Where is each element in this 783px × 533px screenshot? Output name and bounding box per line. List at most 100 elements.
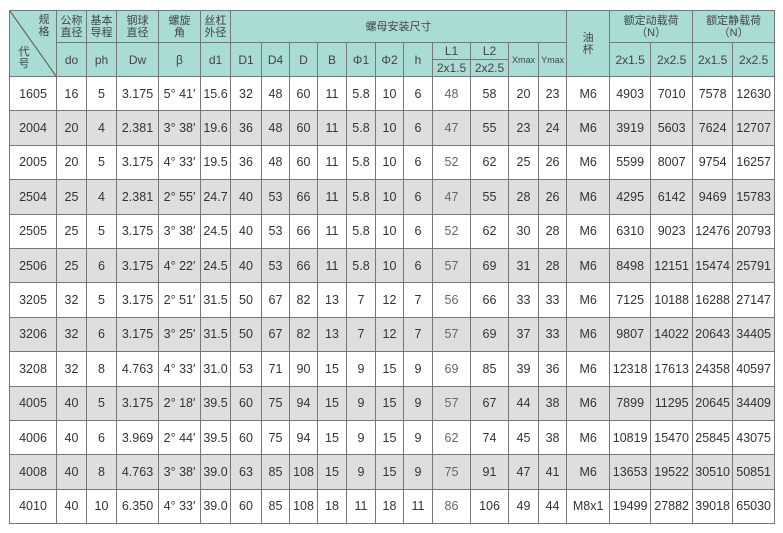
table-cell: 49 — [508, 488, 539, 525]
nut-dims-header: 螺母安装尺寸 — [229, 10, 568, 43]
table-cell: 4010 — [9, 488, 57, 525]
table-cell: 18 — [317, 488, 347, 525]
table-cell: 3208 — [9, 351, 57, 387]
table-cell: 36 — [230, 110, 262, 146]
table-cell: 28 — [508, 179, 539, 215]
table-cell: 32 — [56, 316, 87, 353]
table-cell: 13653 — [609, 454, 652, 490]
table-cell: 2505 — [9, 213, 57, 249]
table-cell: 4006 — [9, 419, 57, 456]
table-cell: 6 — [403, 213, 433, 249]
table-cell: 48 — [261, 144, 290, 181]
table-cell: 50 — [230, 282, 262, 318]
table-cell: 15 — [317, 385, 347, 421]
table-cell: 44 — [508, 385, 539, 421]
table-cell: 52 — [432, 144, 471, 181]
table-cell: 15 — [375, 419, 404, 456]
table-cell: 56 — [432, 282, 471, 318]
table-cell: 33 — [537, 282, 568, 318]
table-cell: 27882 — [650, 488, 694, 525]
table-cell: 5603 — [650, 110, 694, 146]
table-cell: 4.763 — [116, 454, 159, 490]
table-cell: 6 — [403, 75, 433, 112]
table-cell: 11295 — [650, 385, 694, 421]
table-cell: 20793 — [732, 213, 776, 249]
table-cell: M6 — [566, 75, 611, 112]
table-cell: 24358 — [692, 351, 734, 387]
table-header: 规格 代号 公称直径 基本导程 钢球直径 螺旋角 丝杠外径 螺母安装尺寸 油杯 … — [9, 10, 776, 77]
table-cell: 15 — [317, 454, 347, 490]
table-cell: 16 — [56, 75, 87, 112]
table-cell: 58 — [470, 75, 509, 112]
table-cell: 6 — [86, 247, 117, 284]
table-cell: 82 — [289, 316, 318, 353]
code-label: 代号 — [18, 46, 30, 70]
table-cell: 11 — [317, 75, 347, 112]
table-cell: 3.175 — [116, 213, 159, 249]
table-cell: 15.6 — [200, 75, 231, 112]
table-cell: 60 — [230, 385, 262, 421]
table-cell: 3.175 — [116, 282, 159, 318]
table-cell: 34409 — [732, 385, 776, 421]
table-cell: 5.8 — [346, 247, 376, 284]
table-cell: 53 — [230, 351, 262, 387]
table-cell: 15474 — [692, 247, 734, 284]
table-cell: M6 — [566, 454, 611, 490]
table-cell: 7899 — [609, 385, 652, 421]
table-cell: 6 — [403, 144, 433, 181]
table-cell: M6 — [566, 385, 611, 421]
table-cell: 19522 — [650, 454, 694, 490]
table-cell: 20 — [508, 75, 539, 112]
table-cell: 10 — [86, 488, 117, 525]
dyn-2x1.5: 2x1.5 — [609, 42, 652, 77]
table-cell: 10 — [375, 110, 404, 146]
table-row: 2005 20 5 3.175 4° 33′ 19.5 36 48 60 11 5.8 10 6 52 62… — [9, 144, 776, 181]
table-body: 1605 16 5 3.175 5° 41′ 15.6 32 48 60 11 5.8 10 6 48 58… — [9, 75, 776, 525]
sym-D: D — [289, 42, 318, 77]
table-cell: M8x1 — [566, 488, 611, 525]
table-cell: 9 — [346, 419, 376, 456]
table-cell: 12707 — [732, 110, 776, 146]
table-cell: 57 — [432, 247, 471, 284]
table-cell: 5599 — [609, 144, 652, 181]
table-cell: 71 — [261, 351, 290, 387]
table-cell: 19.6 — [200, 110, 231, 146]
table-row: 2004 20 4 2.381 3° 38′ 19.6 36 48 60 11 5.8 10 6 47 55… — [9, 110, 776, 146]
sym-do: do — [56, 42, 87, 77]
table-cell: 10188 — [650, 282, 694, 318]
table-cell: 4 — [86, 179, 117, 215]
table-cell: 10 — [375, 144, 404, 181]
table-cell: 48 — [432, 75, 471, 112]
table-cell: 67 — [470, 385, 509, 421]
table-cell: 32 — [230, 75, 262, 112]
table-cell: 85 — [261, 454, 290, 490]
table-cell: 36 — [230, 144, 262, 181]
table-cell: M6 — [566, 247, 611, 284]
table-cell: 40 — [230, 213, 262, 249]
table-cell: 30510 — [692, 454, 734, 490]
table-cell: 2.381 — [116, 179, 159, 215]
table-cell: 11 — [317, 110, 347, 146]
table-row: 4010 40 10 6.350 4° 33′ 39.0 60 85 108 18 11 18 11 86… — [9, 488, 776, 525]
table-cell: 38 — [537, 385, 568, 421]
static-2x1.5: 2x1.5 — [692, 42, 734, 77]
sym-L1: L1 — [432, 42, 471, 60]
table-cell: 3.175 — [116, 316, 159, 353]
table-cell: 39.0 — [200, 488, 231, 525]
nominal-dia-header: 公称直径 — [56, 10, 87, 43]
table-cell: 7 — [346, 282, 376, 318]
table-row: 4008 40 8 4.763 3° 38′ 39.0 63 85 108 15 9 15 9 75 91 4… — [9, 454, 776, 490]
sym-d1: d1 — [200, 42, 231, 77]
table-cell: 9 — [346, 385, 376, 421]
table-cell: 12476 — [692, 213, 734, 249]
table-cell: 3919 — [609, 110, 652, 146]
table-cell: 48 — [261, 75, 290, 112]
table-row: 3205 32 5 3.175 2° 51′ 31.5 50 67 82 13 7 12 7 56 66 33… — [9, 282, 776, 318]
table-cell: 8007 — [650, 144, 694, 181]
static-load-header: 额定静载荷 （N） — [692, 10, 776, 43]
table-cell: 4005 — [9, 385, 57, 421]
table-cell: 8 — [86, 454, 117, 490]
table-cell: 5.8 — [346, 75, 376, 112]
table-cell: 85 — [470, 351, 509, 387]
L2-sub: 2x2.5 — [470, 59, 509, 77]
